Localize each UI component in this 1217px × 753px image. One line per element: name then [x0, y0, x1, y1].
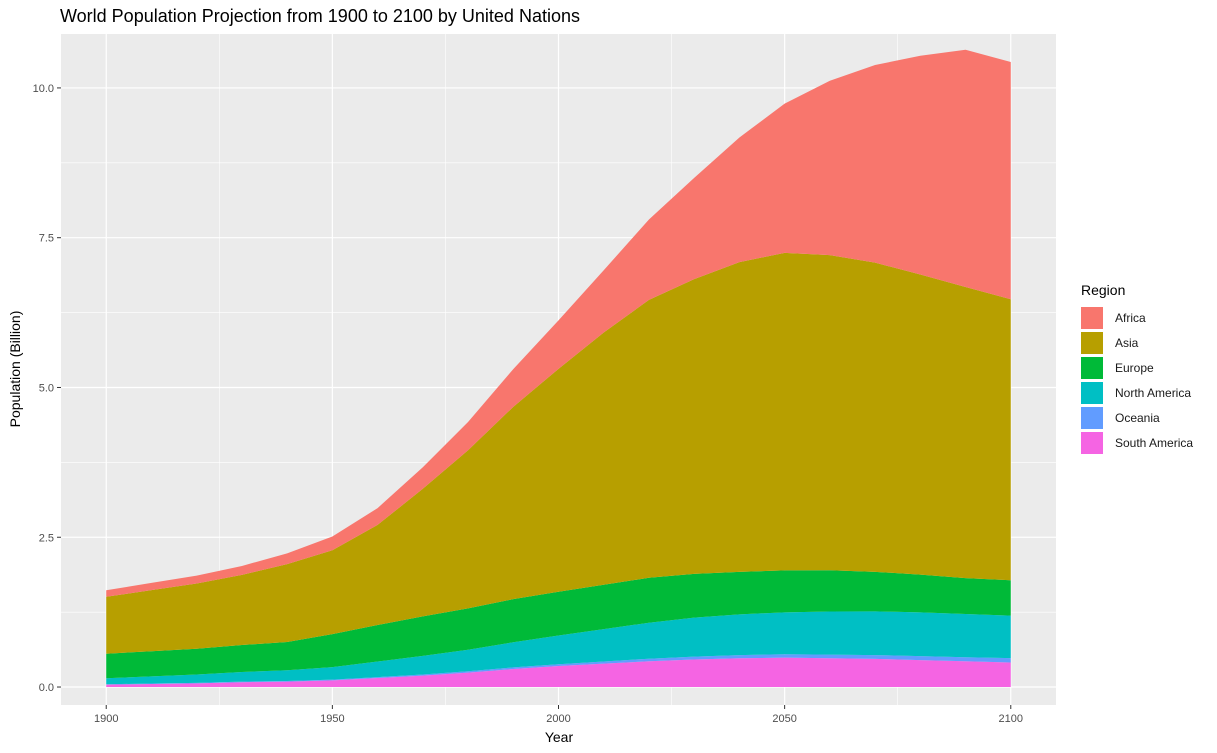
area-south-america	[106, 657, 1011, 688]
x-tick-label: 1900	[94, 713, 118, 725]
legend-label: Asia	[1115, 335, 1139, 350]
x-tick-label: 2100	[999, 713, 1023, 725]
legend-swatch	[1081, 306, 1103, 329]
legend-item: Europe	[1081, 355, 1193, 380]
legend: Region Africa Asia Europe North America Ocea…	[1081, 282, 1193, 455]
legend-label: Oceania	[1115, 410, 1160, 425]
x-tick-label: 1950	[320, 713, 344, 725]
legend-label: Europe	[1115, 360, 1154, 375]
area-asia	[106, 252, 1011, 654]
y-tick-label: 5.0	[39, 382, 54, 394]
legend-item: North America	[1081, 380, 1193, 405]
y-axis-label: Population (Billion)	[7, 311, 23, 428]
y-tick-label: 0.0	[39, 682, 54, 694]
legend-label: North America	[1115, 385, 1192, 400]
y-tick-label: 2.5	[39, 532, 54, 544]
legend-items: Africa Asia Europe North America Oceania Sout…	[1081, 305, 1193, 455]
stacked-areas	[106, 49, 1011, 688]
axes: 1900 1950 2000 2050 2100 0.0 2.5 5.0 7.5 10.0	[33, 83, 1023, 725]
legend-item: Oceania	[1081, 405, 1193, 430]
x-axis-label: Year	[545, 729, 574, 745]
legend-item: Africa	[1081, 305, 1193, 330]
area-europe	[106, 570, 1011, 679]
legend-item: Asia	[1081, 330, 1193, 355]
y-tick-label: 7.5	[39, 233, 54, 245]
area-north-america	[106, 611, 1011, 685]
area-oceania	[106, 654, 1011, 685]
legend-swatch	[1081, 331, 1103, 354]
area-africa	[106, 49, 1011, 597]
legend-item: South America	[1081, 430, 1193, 455]
x-tick-label: 2000	[546, 713, 570, 725]
legend-swatch	[1081, 406, 1103, 429]
y-tick-label: 10.0	[33, 83, 54, 95]
legend-label: South America	[1115, 435, 1194, 450]
x-tick-label: 2050	[772, 713, 796, 725]
legend-title: Region	[1081, 282, 1126, 298]
legend-swatch	[1081, 381, 1103, 404]
legend-label: Africa	[1115, 310, 1146, 325]
legend-swatch	[1081, 431, 1103, 454]
chart-title: World Population Projection from 1900 to…	[60, 6, 580, 26]
legend-swatch	[1081, 356, 1103, 379]
